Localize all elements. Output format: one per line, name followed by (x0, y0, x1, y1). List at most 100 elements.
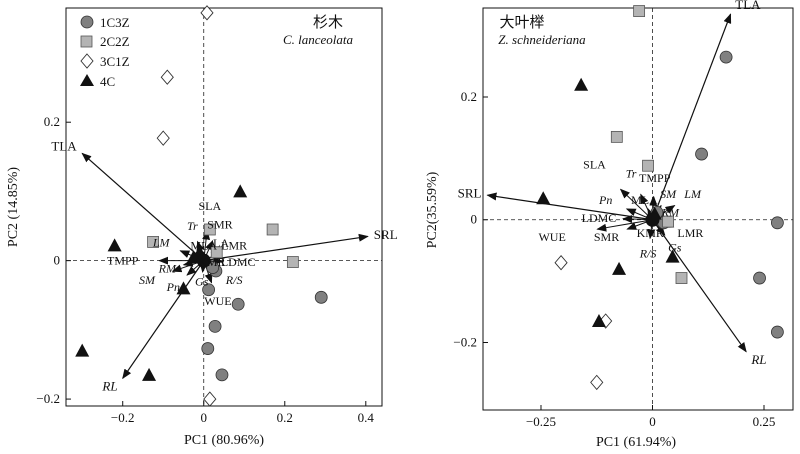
point-3c1z (203, 391, 217, 407)
right-x-axis-label: PC1 (61.94%) (596, 435, 676, 450)
right-panel: −0.25 0 0.25 −0.2 0 0.2 TLA SRL RL SLA Tr TMPP Pn M… (425, 0, 794, 450)
vector-label: R/S (225, 273, 243, 287)
vector-label: WUE (204, 294, 231, 308)
point-4c (536, 191, 551, 205)
loading-arrow-rl (122, 260, 205, 380)
left-title: 杉木 (313, 14, 343, 31)
x-tick-label: −0.2 (111, 410, 135, 425)
point-1c3z (206, 261, 220, 274)
x-tick-label: 0 (649, 414, 656, 429)
point-4c (233, 184, 248, 198)
vector-label: SM (139, 273, 156, 287)
point-4c (591, 314, 606, 328)
vector-label: SMR (207, 218, 232, 232)
point-2c2z (633, 5, 646, 17)
right-points (536, 5, 784, 391)
vector-label: Pn (598, 193, 612, 207)
point-3c1z (156, 130, 170, 146)
loading-label-rl: RL (101, 379, 117, 394)
vector-label: TMPP (107, 254, 139, 268)
left-points (75, 5, 328, 407)
point-1c3z (770, 216, 784, 230)
short-vector (619, 188, 653, 221)
point-1c3z (314, 290, 328, 304)
right-y-axis-label: PC2(35.59%) (425, 171, 440, 248)
point-2c2z (675, 272, 688, 284)
point-1c3z (719, 50, 733, 64)
point-1c3z (231, 297, 245, 311)
vector-label: KMR (637, 226, 664, 240)
point-4c (176, 281, 191, 295)
vector-label: Gs (668, 240, 682, 254)
vector-label: MLA (190, 238, 217, 252)
x-tick-label: 0.2 (277, 410, 293, 425)
point-1c3z (770, 325, 784, 339)
vector-label: LMR (677, 226, 703, 240)
loading-label-srl: SRL (374, 227, 398, 242)
loading-label-tla: TLA (735, 0, 761, 12)
point-4c (574, 77, 589, 91)
point-2c2z (203, 223, 216, 236)
legend-square-marker (80, 35, 93, 48)
point-1c3z (215, 368, 229, 382)
point-2c2z (662, 215, 675, 228)
point-4c (665, 249, 680, 263)
loading-arrow-srl (486, 192, 653, 221)
loading-arrow-rl (652, 219, 747, 353)
vector-label: SMR (594, 230, 619, 244)
vector-label: Pn (166, 280, 180, 294)
legend-diamond-marker (80, 53, 94, 69)
vector-label: LM (683, 187, 702, 201)
point-1c3z (201, 342, 215, 355)
legend-label-3: 3C1Z (100, 54, 130, 69)
point-2c2z (642, 159, 654, 172)
point-1c3z (695, 147, 708, 161)
point-3c1z (599, 313, 613, 329)
point-2c2z (210, 246, 223, 259)
vector-label: Gs (195, 274, 209, 288)
legend: 1C3Z 2C2Z 3C1Z 4C (80, 15, 130, 89)
loading-arrow-srl (203, 233, 369, 262)
vector-label: Tr (626, 167, 637, 181)
y-tick-label: 0 (471, 212, 478, 227)
point-4c (142, 367, 157, 381)
point-3c1z (160, 69, 174, 85)
point-2c2z (266, 223, 279, 236)
point-4c (612, 261, 627, 275)
vector-label: MLA (631, 193, 658, 207)
vector-label: SLA (583, 158, 606, 172)
vector-label: R/S (639, 246, 657, 260)
vector-label: LMR (221, 238, 247, 252)
x-tick-label: −0.25 (526, 414, 556, 429)
left-plot-frame (65, 7, 383, 407)
y-tick-label: 0.2 (44, 114, 60, 129)
left-ticks: −0.2 0 0.2 0.4 −0.2 0 0.2 (36, 114, 374, 425)
point-3c1z (590, 374, 604, 391)
point-3c1z (554, 255, 568, 271)
point-3c1z (200, 5, 214, 21)
vector-label: LDMC (582, 211, 617, 225)
y-tick-label: −0.2 (36, 391, 60, 406)
vector-label: SLA (198, 199, 221, 213)
right-plot-frame (482, 7, 794, 411)
point-1c3z (753, 271, 766, 285)
point-2c2z (147, 236, 160, 248)
point-1c3z (202, 283, 216, 297)
right-ticks: −0.25 0 0.25 −0.2 0 0.2 (453, 89, 775, 429)
left-center-label: LA (213, 236, 229, 250)
loading-label-srl: SRL (458, 186, 482, 201)
y-tick-label: 0 (54, 253, 61, 268)
loading-label-tla: TLA (51, 139, 77, 154)
center-cluster (196, 253, 211, 268)
point-1c3z (208, 319, 222, 333)
x-tick-label: 0.4 (358, 410, 375, 425)
loading-arrow-tla (81, 152, 205, 262)
left-x-axis-label: PC1 (80.96%) (184, 433, 264, 448)
short-vector (596, 219, 653, 232)
vector-label: LDMC (221, 255, 256, 269)
legend-label-1: 1C3Z (100, 15, 130, 30)
